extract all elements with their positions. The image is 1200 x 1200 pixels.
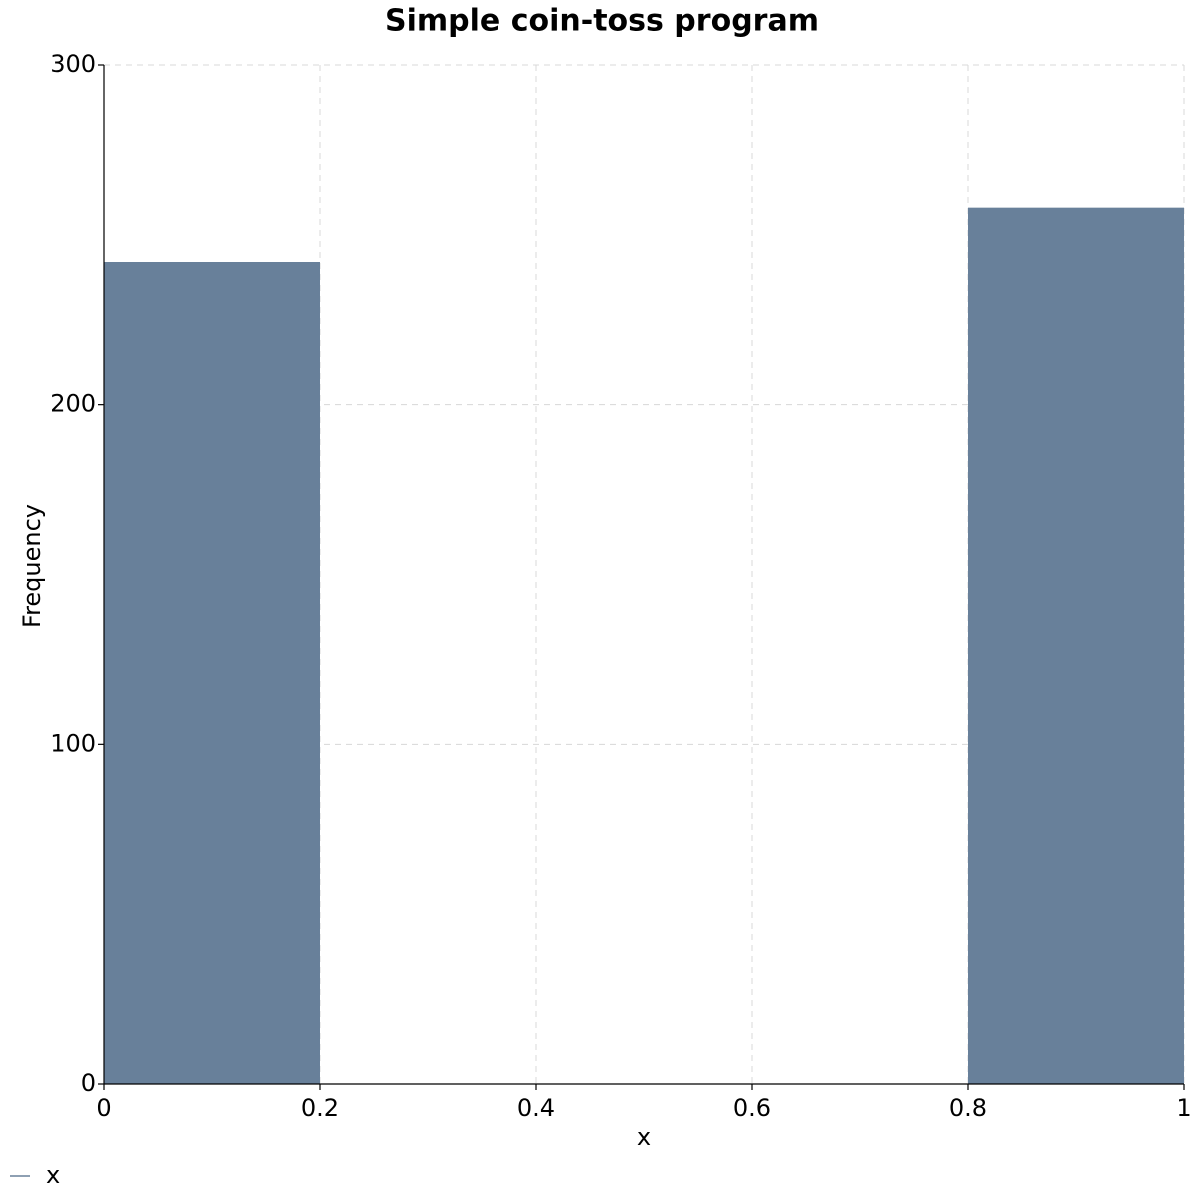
y-tick-label: 300 [50, 50, 96, 78]
y-tick-label: 200 [50, 390, 96, 418]
x-tick-label: 0.4 [517, 1094, 555, 1122]
bar [104, 262, 320, 1084]
y-tick-label: 0 [81, 1069, 96, 1097]
y-tick-label: 100 [50, 729, 96, 757]
y-axis-label: Frequency [18, 504, 46, 628]
x-tick-label: 0.2 [301, 1094, 339, 1122]
x-tick-label: 0.8 [949, 1094, 987, 1122]
x-axis-label: x [637, 1123, 651, 1151]
x-tick-label: 1 [1176, 1094, 1191, 1122]
legend-label: x [46, 1161, 60, 1189]
x-tick-label: 0 [96, 1094, 111, 1122]
bar [968, 207, 1184, 1084]
chart-title: Simple coin-toss program [385, 4, 819, 39]
x-tick-label: 0.6 [733, 1094, 771, 1122]
